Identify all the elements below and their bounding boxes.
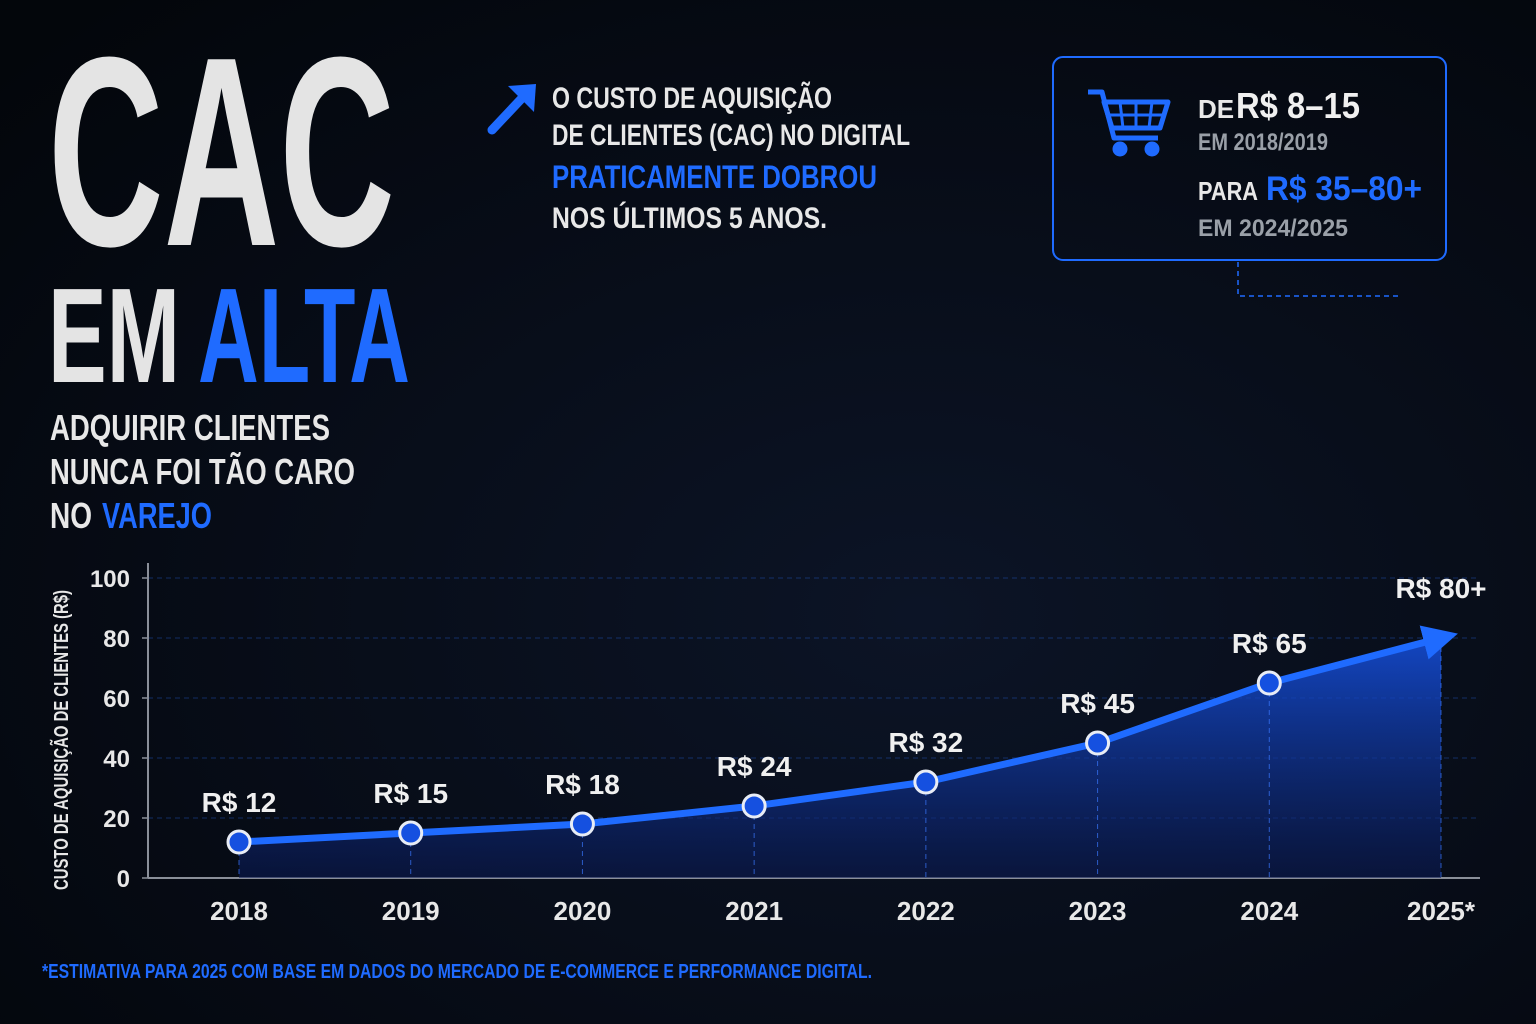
point — [398, 820, 424, 846]
box-value: R$ 8–15 — [1236, 85, 1360, 126]
arrow-icon — [487, 84, 536, 135]
y-tick-label: 0 — [117, 866, 130, 893]
title-highlight: ALTA — [198, 260, 410, 411]
data-label: R$ 24 — [717, 751, 792, 782]
line — [238, 625, 1458, 846]
data-label: R$ 12 — [202, 787, 277, 818]
x-tick-label: 2022 — [897, 896, 955, 926]
y-tick-label: 40 — [103, 746, 130, 773]
data-label: R$ 80+ — [1395, 573, 1486, 604]
x-tick-label: 2020 — [554, 896, 612, 926]
x-tick-label: 2018 — [210, 896, 268, 926]
y-tick-label: 100 — [90, 566, 130, 593]
y-tick-label: 80 — [103, 626, 130, 653]
point — [741, 793, 767, 819]
point — [1256, 670, 1282, 696]
point — [913, 769, 939, 795]
data-label: R$ 15 — [373, 778, 448, 809]
data-label: R$ 45 — [1060, 688, 1135, 719]
box-period: EM 2024/2025 — [1198, 215, 1348, 242]
area — [239, 638, 1441, 878]
callout-text: DE CLIENTES (CAC) NO DIGITAL — [552, 119, 910, 152]
box-value: R$ 35–80+ — [1266, 170, 1422, 208]
y-tick-label: 60 — [103, 686, 130, 713]
x-tick-label: 2023 — [1069, 896, 1127, 926]
info-box — [1052, 56, 1447, 261]
connector — [1237, 262, 1400, 297]
callout-text: O CUSTO DE AQUISIÇÃO — [552, 81, 832, 115]
title: CAC — [48, 2, 395, 303]
cart-icon — [1088, 89, 1171, 157]
data-label: R$ 18 — [545, 769, 620, 800]
box-period: EM 2018/2019 — [1198, 129, 1328, 156]
footnote: *ESTIMATIVA PARA 2025 COM BASE EM DADOS … — [42, 961, 872, 983]
point — [226, 829, 252, 855]
data-label: R$ 32 — [888, 727, 963, 758]
y-axis-title: CUSTO DE AQUISIÇÃO DE CLIENTES (R$) — [50, 590, 73, 890]
callout-highlight: PRATICAMENTE DOBROU — [552, 159, 877, 195]
subtitle: ADQUIRIR CLIENTES — [50, 407, 330, 448]
point — [569, 811, 595, 837]
title-line: EM — [48, 260, 180, 411]
subtitle-highlight: VAREJO — [102, 495, 212, 536]
x-tick-label: 2024 — [1240, 896, 1298, 926]
x-tick-label: 2021 — [725, 896, 783, 926]
y-tick-label: 20 — [103, 806, 130, 833]
subtitle: NO — [50, 495, 92, 536]
x-tick-label: 2019 — [382, 896, 440, 926]
callout-text: NOS ÚLTIMOS 5 ANOS. — [552, 201, 827, 235]
point — [1085, 730, 1111, 756]
box-text: DE — [1198, 94, 1234, 124]
data-label: R$ 65 — [1232, 628, 1307, 659]
box-text: PARA — [1198, 176, 1258, 206]
subtitle: NUNCA FOI TÃO CARO — [50, 450, 355, 492]
x-tick-label: 2025* — [1407, 896, 1476, 926]
